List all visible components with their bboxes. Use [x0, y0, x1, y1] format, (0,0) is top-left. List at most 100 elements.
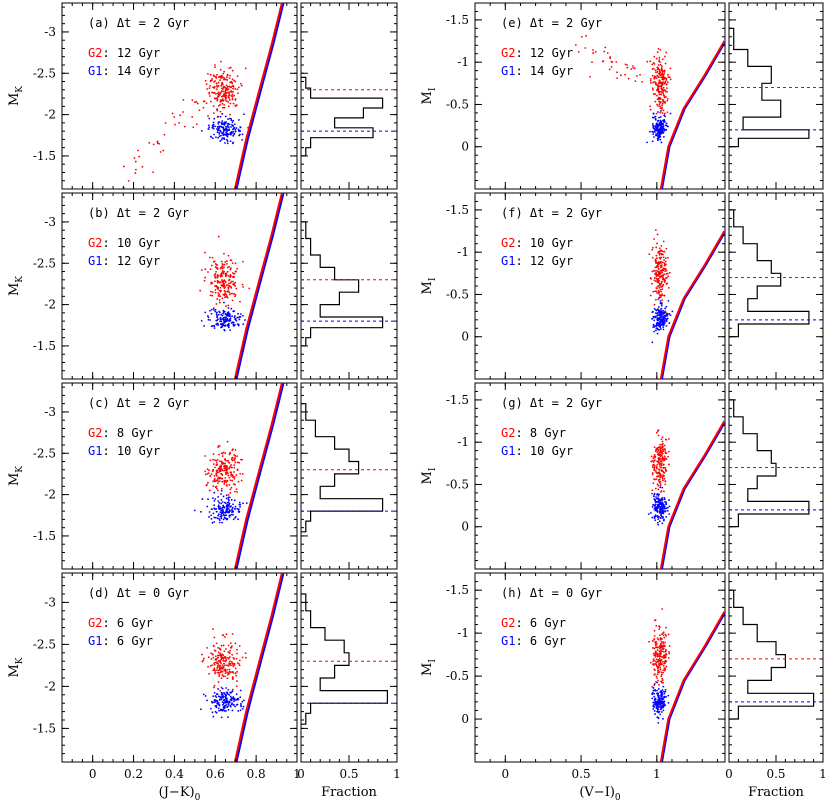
- g2-point: [233, 94, 235, 97]
- g2-point: [662, 671, 664, 674]
- g2-point: [660, 475, 662, 478]
- g1-point: [664, 115, 666, 118]
- g1-point: [214, 310, 217, 313]
- g1-point: [233, 499, 236, 502]
- g1-point: [221, 709, 224, 712]
- g1-point: [222, 495, 225, 498]
- g2-point: [218, 654, 221, 657]
- g2-point: [662, 81, 665, 84]
- g1-point: [652, 112, 655, 115]
- g2-point: [212, 469, 214, 471]
- panel-label: (f) Δt = 2 Gyr: [501, 206, 602, 220]
- g1-point: [657, 119, 660, 122]
- g1-point: [661, 691, 663, 694]
- g2-point: [650, 282, 653, 285]
- g2-point: [222, 657, 224, 659]
- g2-point: [233, 471, 235, 473]
- g2-point: [225, 84, 228, 87]
- g1-point: [242, 705, 245, 708]
- g2-point: [138, 155, 141, 158]
- g2-point: [663, 474, 666, 477]
- g2-point: [141, 165, 144, 168]
- g2-point: [234, 80, 237, 83]
- g2-point: [663, 294, 666, 297]
- g1-point: [213, 499, 216, 502]
- g2-point: [228, 670, 231, 673]
- y-tick-label: -1: [457, 55, 469, 69]
- g1-point: [668, 505, 671, 508]
- g2-point: [651, 685, 654, 688]
- g1-point: [227, 126, 230, 129]
- g2-point: [215, 461, 218, 464]
- g1-point: [237, 508, 240, 511]
- g2-point: [216, 86, 219, 88]
- g2-point: [663, 455, 666, 458]
- x-axis-label: (J−K)0: [159, 785, 201, 803]
- g1-point: [657, 322, 660, 325]
- g2-point: [212, 485, 215, 487]
- g2-point: [658, 474, 661, 477]
- g2-point: [649, 294, 652, 297]
- g1-point: [655, 692, 658, 695]
- g1-track: [661, 420, 725, 569]
- g2-point: [173, 116, 176, 118]
- g2-point: [657, 669, 659, 672]
- g1-point: [652, 708, 655, 710]
- g2-point: [224, 657, 227, 660]
- g2-point: [215, 485, 218, 488]
- g2-point: [221, 469, 224, 472]
- g2-point: [658, 657, 661, 660]
- g2-point: [657, 68, 660, 71]
- g2-point: [216, 279, 219, 282]
- g2-point: [174, 123, 176, 126]
- g2-point: [659, 90, 661, 93]
- g2-point: [659, 652, 662, 655]
- g2-point: [227, 665, 230, 667]
- cmd-frame: [61, 192, 298, 380]
- g1-point: [211, 701, 214, 704]
- g1-point: [242, 113, 245, 116]
- g2-point: [659, 283, 662, 286]
- g2-point: [211, 664, 214, 667]
- g2-point: [662, 457, 664, 460]
- g1-point: [664, 128, 667, 131]
- g2-point: [221, 674, 224, 676]
- g2-point: [652, 457, 655, 460]
- g1-point: [219, 709, 222, 712]
- g2-point: [661, 459, 663, 462]
- g1-point: [647, 513, 650, 516]
- g2-point: [229, 451, 232, 454]
- g2-point: [624, 63, 627, 66]
- g1-point: [212, 127, 215, 130]
- g2-point: [220, 466, 223, 468]
- g2-point: [651, 87, 654, 90]
- g2-point: [215, 303, 218, 305]
- g2-point: [235, 674, 238, 677]
- g2-point: [217, 95, 220, 98]
- g1-point: [225, 128, 228, 130]
- g2-point: [225, 295, 228, 297]
- g2-point: [668, 645, 671, 647]
- g2-point: [653, 446, 656, 449]
- g1-point: [235, 703, 238, 706]
- histogram: [729, 209, 823, 338]
- g2-point: [236, 92, 239, 95]
- g2-point: [664, 81, 667, 84]
- g2-point: [222, 654, 225, 657]
- g2-point: [215, 77, 218, 79]
- g2-point: [660, 256, 663, 259]
- g2-point: [222, 451, 225, 454]
- g1-point: [213, 699, 216, 702]
- g2-point: [222, 272, 225, 275]
- g2-point: [664, 466, 667, 469]
- g1-point: [215, 706, 218, 709]
- g2-point: [229, 662, 232, 665]
- g1-point: [653, 517, 656, 520]
- g2-point: [212, 628, 214, 631]
- g1-point: [659, 713, 662, 716]
- g2-point: [213, 686, 215, 689]
- g2-point: [163, 133, 166, 136]
- g1-point: [658, 328, 661, 331]
